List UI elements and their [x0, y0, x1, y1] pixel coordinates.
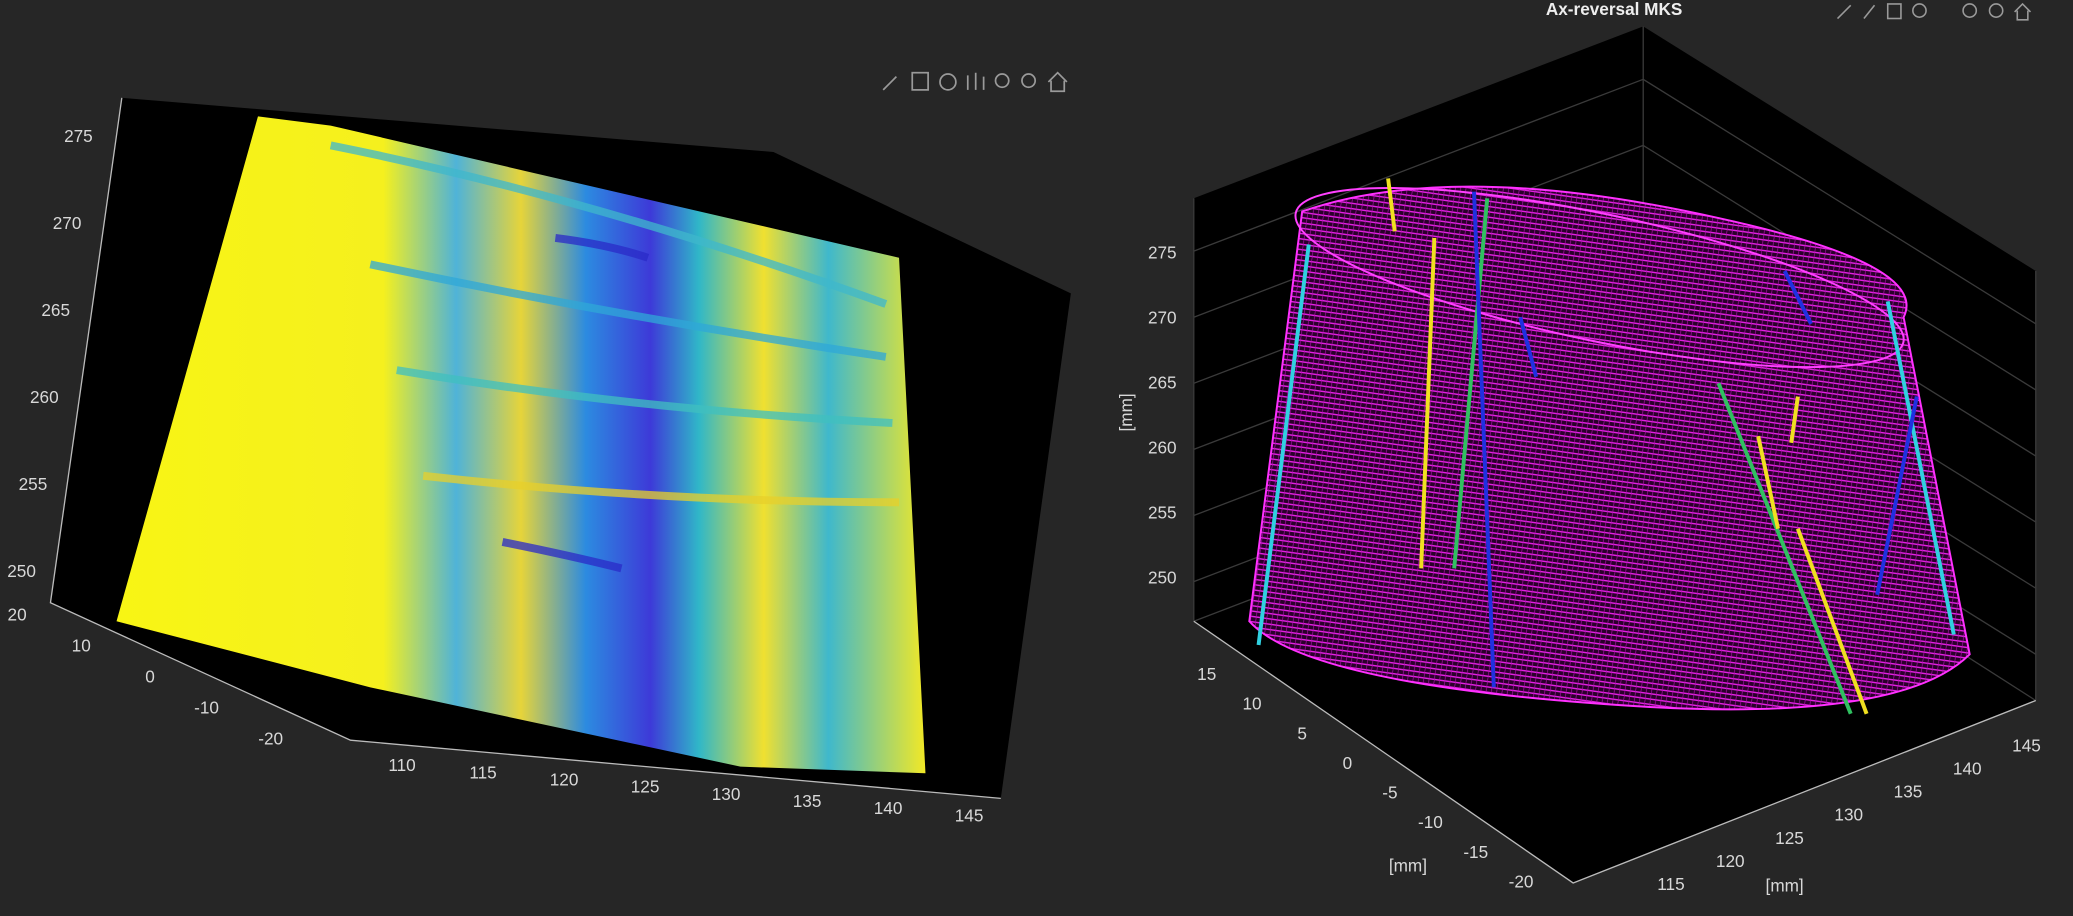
- y-axis-label: [mm]: [1389, 856, 1427, 876]
- z-tick-label: 255: [19, 474, 48, 494]
- z-tick-label: 255: [1148, 502, 1177, 522]
- z-tick-label: 265: [41, 300, 70, 320]
- cylinder-mesh: [1249, 187, 1969, 710]
- figure: Ax-reversal MKS [mm] [mm] [mm] 275 270 265…: [0, 0, 2073, 916]
- x-axis-label: [mm]: [1766, 875, 1804, 895]
- z-tick-label: 270: [1148, 307, 1177, 327]
- y-tick-label: -20: [1509, 871, 1534, 891]
- x-tick-label: 140: [1953, 758, 1982, 778]
- x-tick-label: 115: [469, 762, 496, 782]
- right-toolbar[interactable]: [1838, 4, 2031, 20]
- z-tick-label: 250: [7, 561, 36, 581]
- x-tick-label: 110: [388, 755, 415, 775]
- x-tick-label: 135: [793, 791, 822, 811]
- z-tick-label: 270: [53, 213, 82, 233]
- plot-title: Ax-reversal MKS: [1546, 0, 1683, 19]
- x-tick-label: 120: [1716, 851, 1745, 871]
- y-tick-label: 20: [8, 604, 27, 624]
- x-tick-label: 140: [874, 798, 903, 818]
- page: {"left_plot":{"z_ticks":["275","270","26…: [0, 0, 2073, 916]
- y-tick-label: -10: [194, 698, 219, 718]
- z-tick-label: 250: [1148, 567, 1177, 587]
- x-tick-label: 130: [1834, 805, 1863, 825]
- y-tick-label: 0: [145, 667, 155, 687]
- y-tick-label: 0: [1343, 753, 1353, 773]
- y-tick-label: -20: [258, 729, 283, 749]
- y-tick-label: 10: [72, 636, 91, 656]
- x-tick-label: 125: [1775, 828, 1804, 848]
- z-axis-label: [mm]: [1116, 393, 1136, 431]
- x-tick-label: 130: [712, 784, 741, 804]
- x-tick-label: 115: [1657, 874, 1684, 894]
- x-tick-label: 125: [631, 777, 660, 797]
- y-tick-label: -15: [1463, 842, 1488, 862]
- y-tick-label: 5: [1297, 723, 1307, 743]
- z-tick-label: 275: [64, 126, 93, 146]
- z-tick-label: 260: [30, 387, 59, 407]
- x-tick-label: 145: [955, 805, 984, 825]
- z-tick-label: 265: [1148, 372, 1177, 392]
- z-tick-label: 260: [1148, 437, 1177, 457]
- y-tick-label: 10: [1242, 694, 1261, 714]
- z-tick-label: 275: [1148, 242, 1177, 262]
- x-tick-label: 120: [550, 770, 579, 790]
- x-tick-label: 145: [2012, 735, 2041, 755]
- y-tick-label: 15: [1197, 664, 1216, 684]
- x-tick-label: 135: [1894, 782, 1923, 802]
- y-tick-label: -5: [1382, 783, 1397, 803]
- y-tick-label: -10: [1418, 812, 1443, 832]
- left-toolbar[interactable]: [883, 73, 1067, 92]
